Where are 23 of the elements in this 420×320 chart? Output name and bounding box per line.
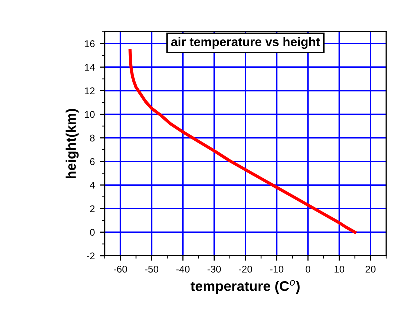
line-series [128,49,357,234]
y-tick-label: 14 [85,64,95,71]
x-tick-label: -40 [176,266,190,273]
y-tick-label: 16 [85,40,95,48]
x-tick-label: -60 [114,266,128,273]
y-tick-label: 6 [90,158,95,166]
y-tick-label: 8 [90,134,95,142]
y-tick-label: 12 [85,88,95,94]
y-tick-label: 2 [90,206,95,212]
x-tick-label: 0 [306,266,311,273]
y-tick-label: -2 [87,252,95,260]
y-tick-label: 4 [90,182,95,189]
y-tick-label: 10 [85,111,95,118]
x-axis-title: temperature (C$^{o}$) [190,280,300,294]
chart-title: air temperature vs height [171,37,320,50]
x-tick-label: -10 [270,266,284,273]
x-tick-label: -50 [145,266,159,273]
x-tick-label: -30 [208,266,222,273]
y-tick-label: 0 [90,229,95,236]
x-tick-label: 20 [366,266,376,273]
x-tick-label: -20 [239,266,252,273]
y-axis-title: height(km) [66,109,79,179]
x-tick-label: 10 [334,266,345,273]
